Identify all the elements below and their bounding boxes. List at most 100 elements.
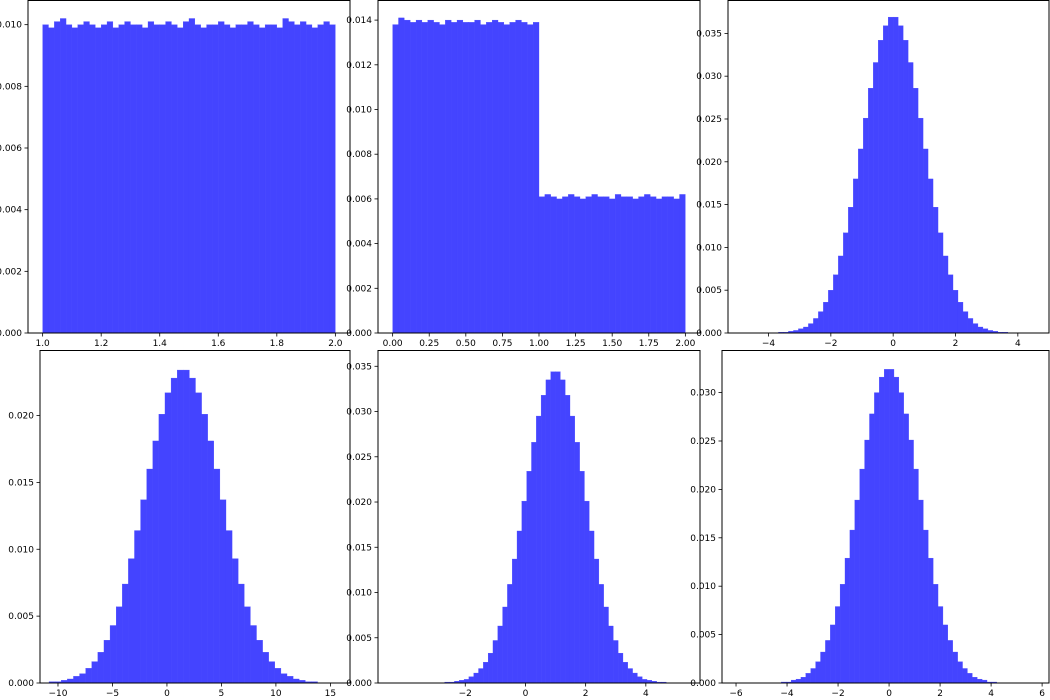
bar	[888, 369, 895, 684]
bar	[463, 679, 470, 684]
bar	[555, 371, 561, 684]
bar	[292, 678, 300, 684]
bar	[73, 676, 80, 684]
bar	[603, 606, 609, 684]
y-tick-label: 0.020	[346, 498, 372, 508]
bar	[808, 323, 814, 334]
bar	[507, 584, 513, 684]
bar	[603, 196, 610, 334]
bar	[869, 413, 875, 684]
bar	[562, 196, 569, 334]
y-tick-label: 0.002	[346, 284, 372, 294]
bar	[65, 24, 73, 334]
bar	[655, 198, 663, 334]
bar	[952, 651, 958, 684]
bar	[474, 19, 481, 334]
bar	[932, 207, 939, 334]
bar	[225, 530, 233, 684]
bar	[486, 22, 493, 334]
bar	[613, 640, 619, 684]
y-tick-label: 0.020	[690, 485, 716, 495]
bar	[171, 24, 178, 334]
bar	[42, 24, 49, 334]
bar	[947, 640, 953, 684]
bar	[177, 27, 184, 334]
bar	[858, 148, 864, 334]
bar	[516, 530, 522, 684]
bar	[898, 392, 904, 684]
bar	[620, 196, 627, 334]
bar	[60, 18, 67, 334]
bar	[902, 40, 909, 334]
bar	[128, 558, 135, 684]
y-tick-label: 0.000	[690, 679, 716, 689]
bar	[483, 662, 489, 684]
y-tick-label: 0.005	[690, 631, 716, 641]
axes-frame	[377, 350, 701, 684]
x-tick-label: 0	[886, 689, 892, 699]
bar	[124, 21, 131, 334]
x-tick-label: 2.0	[328, 339, 343, 349]
bar	[810, 668, 816, 684]
bar	[101, 24, 108, 334]
bar	[828, 290, 834, 334]
bar	[253, 24, 260, 334]
y-tick-label: 0.030	[346, 408, 372, 418]
x-tick-label: 0	[523, 689, 529, 699]
bar	[136, 24, 143, 334]
x-tick-label: 0.75	[492, 339, 512, 349]
bar	[917, 117, 924, 334]
bar	[545, 379, 551, 684]
bar	[462, 22, 469, 334]
bar	[661, 196, 668, 334]
bar	[67, 678, 74, 684]
bar	[427, 19, 434, 334]
bar	[568, 194, 575, 334]
bar	[415, 19, 423, 334]
x-tick-label: −6	[729, 689, 743, 699]
bar	[212, 24, 219, 334]
bar	[106, 21, 114, 334]
bar	[928, 557, 934, 684]
bar	[421, 22, 428, 334]
bar	[200, 27, 207, 334]
bar	[800, 677, 806, 684]
x-tick-label: 1.75	[639, 339, 659, 349]
bar	[142, 27, 149, 334]
bar	[591, 194, 598, 334]
bar	[573, 196, 581, 334]
bar	[244, 606, 251, 684]
y-tick-label: 0.035	[696, 29, 722, 39]
bar	[952, 290, 959, 334]
bar	[947, 274, 954, 334]
bar	[201, 414, 208, 684]
bar	[130, 24, 137, 334]
bar	[445, 19, 452, 334]
bar	[433, 22, 440, 334]
bar	[170, 377, 178, 684]
bar	[579, 198, 586, 334]
bar	[815, 661, 821, 684]
bar	[584, 500, 590, 684]
bar	[231, 558, 239, 684]
bar	[805, 673, 811, 684]
bar	[410, 22, 417, 334]
y-tick-label: 0.005	[696, 286, 722, 296]
bar	[95, 27, 102, 334]
bar	[404, 19, 411, 334]
bar	[146, 468, 153, 684]
bar	[937, 606, 944, 684]
bar	[207, 440, 214, 684]
bar	[813, 318, 819, 334]
y-tick-label: 0.014	[346, 16, 372, 26]
bar	[48, 27, 55, 334]
y-tick-label: 0.000	[346, 679, 372, 689]
axes-frame	[27, 0, 351, 334]
bar	[71, 27, 78, 334]
x-tick-label: 1.2	[94, 339, 108, 349]
y-tick-label: 0.030	[696, 72, 722, 82]
x-tick-label: 1.4	[153, 339, 168, 349]
y-tick-label: 0.004	[0, 206, 22, 216]
bar	[392, 24, 399, 334]
bar	[589, 530, 595, 684]
